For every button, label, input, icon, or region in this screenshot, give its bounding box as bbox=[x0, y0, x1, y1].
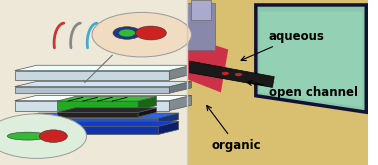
Bar bbox=[191, 0, 211, 20]
Polygon shape bbox=[57, 101, 138, 110]
Bar bbox=[187, 3, 215, 49]
Text: aqueous: aqueous bbox=[241, 30, 325, 61]
Circle shape bbox=[119, 29, 135, 37]
Polygon shape bbox=[138, 96, 156, 110]
Circle shape bbox=[235, 73, 242, 76]
Ellipse shape bbox=[7, 132, 48, 140]
Polygon shape bbox=[190, 61, 274, 87]
Polygon shape bbox=[15, 95, 191, 101]
Circle shape bbox=[135, 26, 166, 40]
Polygon shape bbox=[19, 126, 158, 134]
Circle shape bbox=[0, 114, 87, 158]
Bar bbox=[0, 0, 187, 165]
Polygon shape bbox=[15, 87, 169, 93]
Polygon shape bbox=[158, 121, 178, 134]
Polygon shape bbox=[138, 108, 156, 117]
Circle shape bbox=[113, 27, 141, 39]
Text: organic: organic bbox=[207, 105, 261, 152]
Polygon shape bbox=[57, 96, 156, 101]
Polygon shape bbox=[169, 65, 191, 80]
Bar bbox=[187, 0, 368, 165]
Polygon shape bbox=[15, 101, 169, 111]
Polygon shape bbox=[19, 118, 158, 125]
Polygon shape bbox=[169, 81, 191, 93]
Polygon shape bbox=[15, 65, 191, 71]
Circle shape bbox=[222, 72, 229, 75]
Circle shape bbox=[39, 130, 67, 142]
Polygon shape bbox=[187, 36, 228, 92]
Polygon shape bbox=[57, 112, 138, 117]
Polygon shape bbox=[169, 95, 191, 111]
Polygon shape bbox=[260, 12, 363, 107]
Text: open channel: open channel bbox=[247, 81, 358, 99]
Polygon shape bbox=[57, 108, 156, 112]
Polygon shape bbox=[256, 5, 366, 112]
Circle shape bbox=[92, 12, 191, 57]
Polygon shape bbox=[15, 71, 169, 80]
Polygon shape bbox=[19, 113, 178, 118]
Polygon shape bbox=[158, 113, 178, 125]
Polygon shape bbox=[15, 81, 191, 87]
Polygon shape bbox=[19, 121, 178, 126]
